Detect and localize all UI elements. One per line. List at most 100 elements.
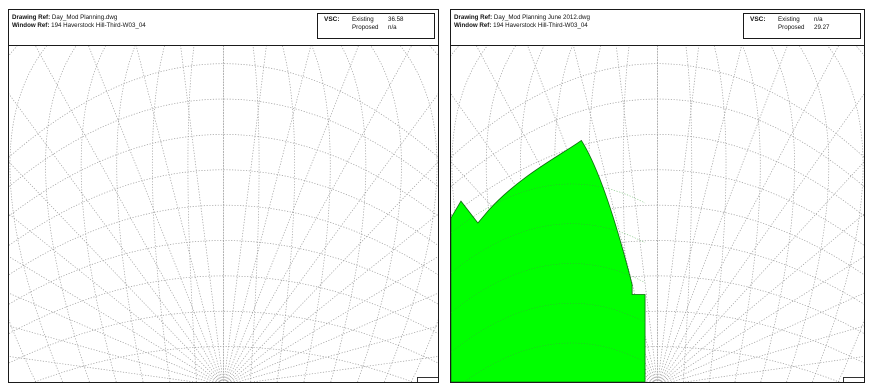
- radial-grid-line: [231, 292, 438, 382]
- azimuth-grid-curve: [682, 46, 693, 382]
- azimuth-grid-curve: [812, 46, 864, 382]
- altitude-grid-curve: [9, 169, 438, 246]
- radial-grid-line: [658, 46, 742, 382]
- proposed-value: 29.27: [814, 24, 830, 31]
- radial-grid-line: [9, 161, 221, 382]
- azimuth-grid-curve: [410, 46, 438, 382]
- drawing-ref-label: Drawing Ref:: [12, 14, 51, 21]
- radial-grid-line: [180, 46, 224, 382]
- radial-grid-line: [669, 325, 864, 382]
- azimuth-grid-curve: [187, 46, 198, 382]
- altitude-grid-curve: [9, 275, 438, 334]
- radial-grid-line: [9, 256, 218, 382]
- radial-grid-line: [227, 213, 438, 382]
- radial-grid-line: [9, 93, 222, 382]
- azimuth-grid-curve: [80, 46, 117, 382]
- azimuth-grid-curve: [786, 46, 830, 382]
- altitude-grid-curve: [451, 275, 864, 334]
- radial-grid-line: [9, 325, 211, 382]
- radial-grid-line: [9, 356, 198, 382]
- existing-value: 36.58: [388, 16, 404, 23]
- window-ref-label: Window Ref:: [12, 22, 50, 29]
- radial-grid-line: [223, 46, 267, 382]
- radial-grid-line: [658, 46, 788, 382]
- existing-label: Existing: [778, 16, 800, 23]
- window-ref-label: Window Ref:: [454, 22, 492, 29]
- obstruction-grid-overlay: [451, 183, 646, 382]
- diagram-header: Drawing Ref: Day_Mod Planning June 2012.…: [451, 10, 864, 46]
- reference-block: Drawing Ref: Day_Mod Planning.dwg Window…: [12, 14, 146, 30]
- existing-value: n/a: [814, 16, 823, 23]
- azimuth-grid-curve: [734, 46, 761, 382]
- sky-grid-plot: [451, 46, 864, 382]
- reference-block: Drawing Ref: Day_Mod Planning June 2012.…: [454, 14, 590, 30]
- overlay-curve: [463, 342, 646, 382]
- diagram-header: Drawing Ref: Day_Mod Planning.dwg Window…: [9, 10, 438, 46]
- radial-grid-line: [659, 46, 839, 382]
- radial-grid-line: [615, 46, 658, 382]
- overlay-curve: [451, 263, 646, 313]
- altitude-grid-curve: [451, 240, 864, 305]
- grid-lines: [9, 46, 438, 382]
- radial-grid-line: [226, 161, 438, 382]
- azimuth-grid-curve: [303, 46, 331, 382]
- altitude-grid-curve: [9, 63, 438, 158]
- overlay-curve: [451, 303, 646, 353]
- proposed-value: n/a: [388, 24, 397, 31]
- radial-grid-line: [224, 46, 312, 382]
- vsc-box: VSC: Existing n/a Proposed 29.27: [743, 13, 861, 39]
- window-ref-value: 194 Haverstock Hill-Third-W03_04: [51, 22, 146, 29]
- radial-grid-line: [660, 161, 864, 382]
- altitude-grid-curve: [9, 134, 438, 217]
- azimuth-grid-curve: [276, 46, 296, 382]
- radial-grid-line: [9, 213, 220, 382]
- radial-grid-line: [229, 256, 438, 382]
- azimuth-grid-curve: [357, 46, 402, 382]
- radial-grid-line: [9, 292, 216, 382]
- altitude-grid-curve: [9, 240, 438, 305]
- radial-grid-line: [224, 46, 359, 382]
- radial-grid-line: [661, 213, 864, 382]
- drawing-ref-value: Day_Mod Planning.dwg: [51, 14, 118, 21]
- overlay-curve: [451, 183, 646, 234]
- vsc-label: VSC:: [750, 16, 766, 23]
- radial-grid-line: [225, 93, 438, 382]
- altitude-grid-curve: [451, 169, 864, 246]
- waldram-diagram-proposed: Drawing Ref: Day_Mod Planning June 2012.…: [450, 9, 865, 383]
- proposed-label: Proposed: [352, 24, 379, 31]
- vsc-box: VSC: Existing 36.58 Proposed n/a: [317, 13, 435, 39]
- sky-grid-svg: [451, 46, 864, 382]
- azimuth-grid-curve: [760, 46, 795, 382]
- altitude-grid-curve: [451, 134, 864, 217]
- obstruction-silhouette: [451, 139, 646, 382]
- drawing-ref-label: Drawing Ref:: [454, 14, 493, 21]
- azimuth-grid-curve: [9, 46, 37, 382]
- radial-grid-line: [659, 93, 864, 382]
- azimuth-grid-curve: [116, 46, 144, 382]
- azimuth-grid-curve: [151, 46, 171, 382]
- radial-grid-line: [225, 46, 412, 382]
- sky-grid-svg: [9, 46, 438, 382]
- window-ref-value: 194 Haverstock Hill-Third-W03_04: [493, 22, 588, 29]
- corner-marker: [843, 377, 864, 382]
- vsc-label: VSC:: [324, 16, 340, 23]
- drawing-ref-value: Day_Mod Planning June 2012.dwg: [493, 14, 590, 21]
- overlay-curve: [451, 223, 646, 273]
- azimuth-grid-curve: [384, 46, 438, 382]
- azimuth-grid-curve: [9, 46, 63, 382]
- radial-grid-line: [236, 325, 438, 382]
- waldram-diagram-existing: Drawing Ref: Day_Mod Planning.dwg Window…: [8, 9, 439, 383]
- radial-grid-line: [657, 46, 700, 382]
- radial-grid-line: [665, 292, 864, 382]
- radial-grid-line: [88, 46, 223, 382]
- proposed-label: Proposed: [778, 24, 805, 31]
- existing-label: Existing: [352, 16, 374, 23]
- radial-grid-line: [135, 46, 223, 382]
- corner-marker: [417, 377, 438, 382]
- azimuth-grid-curve: [45, 46, 90, 382]
- azimuth-grid-curve: [249, 46, 260, 382]
- sky-grid-plot: [9, 46, 438, 382]
- radial-grid-line: [663, 256, 864, 382]
- radial-grid-line: [35, 46, 222, 382]
- azimuth-grid-curve: [330, 46, 367, 382]
